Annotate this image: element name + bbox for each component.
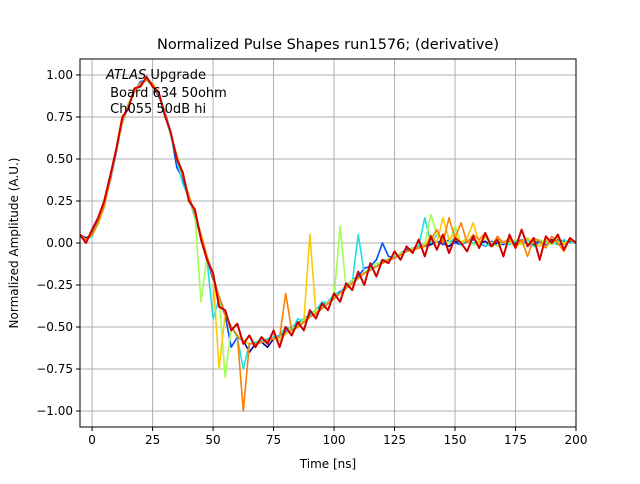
x-tick-label: 200 xyxy=(565,433,588,447)
annotation-line1: ATLAS Upgrade xyxy=(105,68,206,83)
chart-title: Normalized Pulse Shapes run1576; (deriva… xyxy=(157,37,499,53)
x-tick-label: 25 xyxy=(145,433,160,447)
annotation-upgrade: Upgrade xyxy=(146,68,206,83)
y-tick-label: −0.50 xyxy=(36,320,73,334)
y-tick-label: 0.50 xyxy=(46,152,73,166)
series-line xyxy=(80,79,576,379)
x-tick-label: 100 xyxy=(323,433,346,447)
series-line xyxy=(80,79,576,412)
y-tick-label: 0.25 xyxy=(46,194,73,208)
series-line xyxy=(80,77,576,370)
y-tick-label: 0.75 xyxy=(46,110,73,124)
y-tick-label: −0.75 xyxy=(36,362,73,376)
y-tick-label: −0.25 xyxy=(36,278,73,292)
x-tick-label: 175 xyxy=(504,433,527,447)
y-axis-label: Normalized Amplitude (A.U.) xyxy=(7,158,21,329)
series-line xyxy=(80,79,576,354)
y-tick-label: −1.00 xyxy=(36,404,73,418)
annotation-atlas: ATLAS xyxy=(105,68,146,83)
y-tick-label: 0.00 xyxy=(46,236,73,250)
x-tick-label: 50 xyxy=(205,433,220,447)
x-tick-label: 125 xyxy=(383,433,406,447)
series-line xyxy=(80,79,576,370)
x-axis-label: Time [ns] xyxy=(299,457,356,471)
series-lines xyxy=(80,75,576,412)
series-line xyxy=(80,75,576,349)
annotation-line2: Board 634 50ohm xyxy=(106,86,227,101)
annotation-line3: Ch055 50dB hi xyxy=(106,102,206,117)
series-line xyxy=(80,79,576,349)
x-tick-label: 0 xyxy=(88,433,96,447)
x-tick-label: 75 xyxy=(266,433,281,447)
axis-ticks: 0 25 50 75 100 125 150 175 200 −1.00 −0.75 −0.50 −0.… xyxy=(36,68,587,447)
y-tick-label: 1.00 xyxy=(46,68,73,82)
x-tick-label: 150 xyxy=(444,433,467,447)
